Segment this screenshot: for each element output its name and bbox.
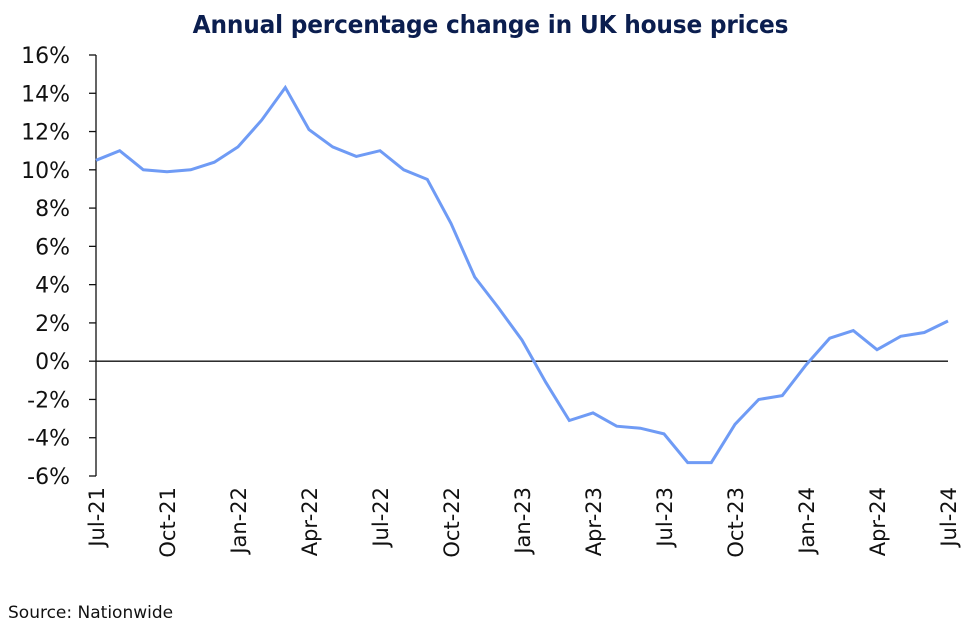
y-tick-label: -6% — [27, 465, 70, 490]
chart-title: Annual percentage change in UK house pri… — [192, 10, 789, 39]
x-tick-label: Jul-24 — [937, 487, 961, 549]
y-tick-label: 2% — [35, 312, 70, 337]
x-tick-label: Oct-22 — [440, 487, 464, 558]
x-tick-label: Apr-23 — [582, 487, 606, 556]
y-axis: 16% 14% 12% 10% 8% 6% 4% 2% 0% -2% -4% -6% — [21, 44, 97, 490]
y-tick-label: 14% — [21, 82, 70, 107]
x-tick-label: Jan-23 — [511, 487, 535, 556]
y-tick-label: -2% — [27, 388, 70, 413]
y-tick-label: 4% — [35, 274, 70, 299]
series-line — [95, 84, 949, 465]
series-group — [95, 84, 949, 465]
x-tick-label: Apr-24 — [866, 487, 890, 556]
y-tick-label: -4% — [27, 427, 70, 452]
y-tick-label: 10% — [21, 159, 70, 184]
x-axis: Jul-21 Oct-21 Jan-22 Apr-22 Jul-22 Oct-22 Jan-… — [85, 360, 961, 558]
x-tick-label: Jul-23 — [653, 487, 677, 549]
source-note: Source: Nationwide — [8, 603, 174, 623]
x-tick-label: Apr-22 — [298, 487, 322, 556]
x-tick-label: Oct-23 — [724, 487, 748, 558]
y-tick-label: 0% — [35, 350, 70, 375]
y-tick-label: 16% — [21, 44, 70, 69]
y-tick-label: 12% — [21, 121, 70, 146]
y-tick-label: 6% — [35, 235, 70, 260]
x-tick-label: Jan-22 — [227, 487, 251, 556]
x-tick-label: Jan-24 — [795, 487, 819, 556]
x-tick-label: Jul-21 — [85, 487, 109, 549]
x-tick-label: Oct-21 — [156, 487, 180, 558]
x-tick-label: Jul-22 — [369, 487, 393, 549]
y-tick-label: 8% — [35, 197, 70, 222]
